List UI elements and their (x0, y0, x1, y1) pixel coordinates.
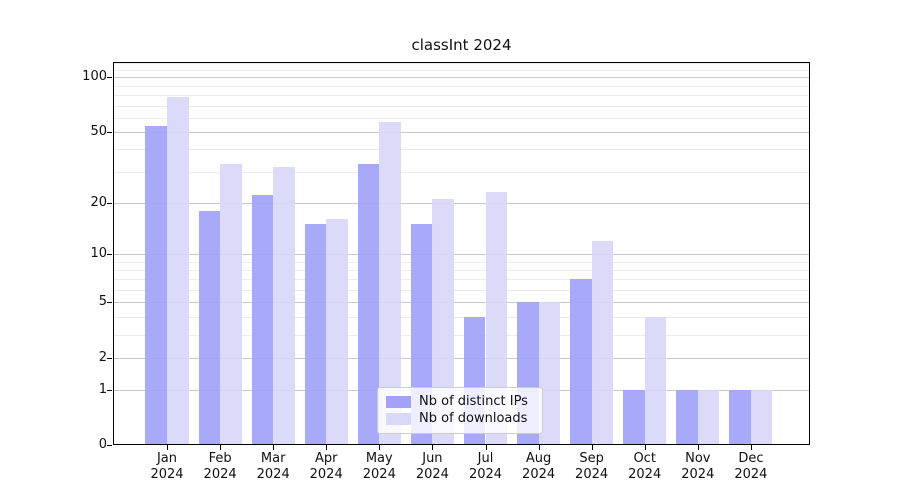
x-tick-mark (697, 445, 699, 450)
minor-gridline (113, 117, 810, 119)
legend-swatch (386, 396, 411, 408)
y-tick-label: 2 (98, 349, 107, 365)
minor-gridline (113, 69, 810, 71)
y-tick-label: 100 (82, 69, 107, 85)
legend-swatch (386, 413, 411, 425)
minor-gridline (113, 85, 810, 87)
bar-nov-downloads (697, 389, 720, 445)
y-tick-mark (107, 77, 112, 79)
x-tick-label-jul: Jul 2024 (468, 451, 503, 482)
major-gridline (113, 131, 810, 133)
x-tick-label-sep: Sep 2024 (575, 451, 609, 482)
bar-feb-downloads (220, 164, 242, 445)
x-tick-mark (220, 445, 222, 450)
bar-may-distinct-ips (357, 164, 380, 445)
y-tick-mark (107, 389, 112, 391)
major-gridline (113, 357, 810, 359)
x-tick-mark (538, 445, 540, 450)
bar-sep-downloads (591, 240, 614, 445)
minor-gridline (113, 316, 810, 318)
x-tick-label-aug: Aug 2024 (522, 451, 556, 482)
bar-feb-distinct-ips (198, 210, 221, 445)
major-gridline (113, 302, 810, 304)
minor-gridline (113, 95, 810, 96)
y-tick-label: 1 (98, 381, 107, 397)
chart-title: classInt 2024 (411, 36, 512, 54)
y-tick-mark (107, 131, 112, 133)
x-tick-mark (379, 445, 381, 450)
x-tick-mark (432, 445, 434, 450)
bar-may-downloads (379, 121, 401, 445)
minor-gridline (113, 334, 810, 336)
bar-dec-downloads (750, 389, 773, 445)
x-tick-label-may: May 2024 (362, 451, 396, 482)
x-tick-label-nov: Nov 2024 (681, 451, 715, 482)
x-tick-mark (326, 445, 328, 450)
bar-nov-distinct-ips (676, 389, 698, 445)
x-tick-mark (591, 445, 593, 450)
x-tick-label-oct: Oct 2024 (628, 451, 662, 482)
minor-gridline (113, 290, 810, 291)
y-tick-mark (107, 357, 112, 359)
y-tick-label: 10 (90, 246, 107, 261)
y-tick-label: 20 (90, 194, 107, 210)
x-tick-label-jun: Jun 2024 (415, 451, 449, 482)
bar-jan-distinct-ips (145, 125, 167, 445)
x-tick-mark (750, 445, 752, 450)
x-tick-label-apr: Apr 2024 (309, 451, 343, 482)
x-tick-label-feb: Feb 2024 (203, 451, 237, 482)
x-tick-mark (485, 445, 487, 450)
minor-gridline (113, 261, 810, 263)
bar-jun-downloads (432, 198, 454, 445)
bar-mar-downloads (273, 166, 295, 445)
legend-item: Nb of distinct IPs (386, 394, 534, 410)
bar-apr-distinct-ips (304, 224, 327, 445)
x-tick-label-dec: Dec 2024 (734, 451, 768, 482)
legend-label: Nb of distinct IPs (419, 394, 528, 409)
bar-oct-distinct-ips (623, 389, 645, 445)
x-tick-mark (273, 445, 275, 450)
major-gridline (113, 254, 810, 255)
x-tick-label-mar: Mar 2024 (256, 451, 290, 482)
y-tick-label: 50 (90, 123, 107, 139)
bar-apr-downloads (326, 219, 348, 445)
minor-gridline (113, 63, 810, 64)
x-tick-mark (167, 445, 168, 450)
bar-oct-downloads (644, 316, 667, 445)
bar-dec-distinct-ips (729, 389, 751, 445)
y-tick-mark (107, 254, 112, 255)
bar-jul-downloads (485, 191, 508, 445)
y-tick-mark (107, 202, 112, 204)
minor-gridline (113, 105, 810, 107)
y-tick-mark (107, 445, 112, 446)
y-tick-mark (107, 302, 112, 304)
bar-mar-distinct-ips (251, 195, 274, 445)
y-tick-label: 0 (98, 437, 107, 452)
bar-jan-downloads (167, 97, 189, 445)
x-tick-mark (644, 445, 646, 450)
bar-sep-distinct-ips (570, 279, 592, 445)
major-gridline (113, 77, 810, 79)
minor-gridline (113, 149, 810, 151)
bar-aug-downloads (538, 302, 561, 445)
major-gridline (113, 202, 810, 204)
minor-gridline (113, 279, 810, 281)
minor-gridline (113, 171, 810, 173)
x-tick-label-jan: Jan 2024 (150, 451, 184, 482)
plot-area: 0 1 2 5 10 20 50 100 Jan 2024 Feb 2024 Mar 2024 Apr… (82, 62, 810, 482)
legend-label: Nb of downloads (419, 411, 528, 426)
y-tick-label: 5 (98, 294, 107, 310)
minor-gridline (113, 270, 810, 271)
legend-item: Nb of downloads (386, 411, 534, 427)
legend: Nb of distinct IPs Nb of downloads (377, 387, 543, 434)
